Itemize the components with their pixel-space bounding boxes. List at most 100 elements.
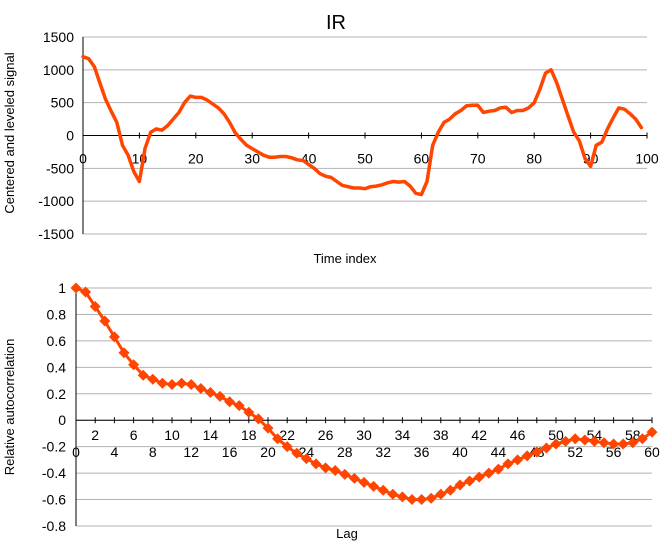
chart-2-data-point bbox=[128, 359, 140, 371]
chart-1-xtick-label: 50 bbox=[357, 151, 373, 167]
chart-2-xlabel: Lag bbox=[336, 526, 358, 541]
chart-2-data-point bbox=[588, 435, 600, 447]
chart-2-xtick-label: 52 bbox=[567, 444, 583, 460]
chart-2-xtick-label: 58 bbox=[625, 427, 641, 443]
chart-2-data-point bbox=[444, 484, 456, 496]
chart-2-data-point bbox=[521, 450, 533, 462]
chart-2-data-point bbox=[636, 433, 648, 445]
chart-2-data-point bbox=[531, 446, 543, 458]
chart-1-series-line bbox=[81, 54, 644, 197]
chart-2-xtick-label: 38 bbox=[433, 427, 449, 443]
chart-2-data-point bbox=[540, 442, 552, 454]
chart-2-ytick-label: -0.4 bbox=[42, 465, 66, 481]
chart-2-data-point bbox=[320, 462, 332, 474]
chart-1-ytick-label: 500 bbox=[51, 95, 75, 111]
chart-2-xtick-label: 44 bbox=[491, 444, 507, 460]
chart-2-data-point bbox=[550, 438, 562, 450]
chart-2-ytick-label: 1 bbox=[58, 280, 66, 296]
chart-2-data-point bbox=[195, 382, 207, 394]
chart-2-xtick-label: 32 bbox=[375, 444, 391, 460]
chart-2-data-point bbox=[502, 458, 514, 470]
chart-2-data-point bbox=[70, 282, 82, 294]
chart-2-xtick-label: 8 bbox=[149, 444, 157, 460]
chart-2-xtick-label: 42 bbox=[471, 427, 487, 443]
chart-1-xtick-label: 100 bbox=[635, 151, 659, 167]
chart-1-xtick-label: 70 bbox=[470, 151, 486, 167]
chart-2-ytick-label: 0.4 bbox=[47, 359, 67, 375]
chart-2-data-point bbox=[214, 390, 226, 402]
chart-1-ytick-label: -1000 bbox=[38, 193, 74, 209]
chart-2-xtick-label: 0 bbox=[72, 444, 80, 460]
chart-1-xtick-label: 20 bbox=[188, 151, 204, 167]
chart-2-data-point bbox=[329, 464, 341, 476]
chart-2-gridlines bbox=[76, 287, 652, 527]
chart-2-data-point bbox=[137, 369, 149, 381]
chart-2-data-point bbox=[627, 437, 639, 449]
chart-2-data-point bbox=[617, 438, 629, 450]
chart-2-data-point bbox=[176, 377, 188, 389]
chart-2-axes bbox=[75, 288, 653, 526]
chart-2-data-point bbox=[224, 396, 236, 408]
chart-2-xtick-label: 54 bbox=[587, 427, 603, 443]
chart-2-xtick-label: 40 bbox=[452, 444, 468, 460]
chart-2-ylabel: Relative autocorrelation bbox=[2, 339, 17, 476]
chart-2-xtick-label: 26 bbox=[318, 427, 334, 443]
chart-2-xtick-label: 4 bbox=[111, 444, 119, 460]
chart-2-data-point bbox=[243, 406, 255, 418]
chart-2-xtick-label: 2 bbox=[91, 427, 99, 443]
chart-2-data-point bbox=[291, 447, 303, 459]
chart-2-data-point bbox=[646, 426, 658, 438]
chart-2-data-point bbox=[348, 472, 360, 484]
chart-2-ytick-label: -0.8 bbox=[42, 518, 66, 534]
chart-2-data-point bbox=[108, 331, 120, 343]
chart-2-xtick-label: 46 bbox=[510, 427, 526, 443]
chart-2-xtick-label: 56 bbox=[606, 444, 622, 460]
chart-1-ytick-label: 1000 bbox=[43, 62, 74, 78]
chart-2-data-point bbox=[569, 433, 581, 445]
chart-2-data-point bbox=[80, 286, 92, 298]
chart-2-data-point bbox=[262, 422, 274, 434]
chart-2-xtick-label: 22 bbox=[279, 427, 295, 443]
chart-2-ytick-label: -0.6 bbox=[42, 492, 66, 508]
chart-2-data-point bbox=[310, 458, 322, 470]
chart-2-data-point bbox=[89, 301, 101, 313]
chart-2-markers bbox=[70, 282, 658, 506]
chart-2-data-point bbox=[272, 433, 284, 445]
chart-2-xtick-label: 12 bbox=[183, 444, 199, 460]
chart-2-data-point bbox=[608, 438, 620, 450]
chart-2-data-point bbox=[435, 488, 447, 500]
chart-2-ytick-label: 0.8 bbox=[47, 306, 67, 322]
chart-2-data-point bbox=[425, 492, 437, 504]
chart-2-xtick-label: 18 bbox=[241, 427, 257, 443]
chart-2-data-point bbox=[416, 494, 428, 506]
chart-2-data-point bbox=[598, 437, 610, 449]
chart-1-series bbox=[81, 54, 644, 197]
chart-2-data-point bbox=[281, 441, 293, 453]
chart-2-data-point bbox=[185, 379, 197, 391]
chart-2-data-point bbox=[118, 347, 130, 359]
chart-2-tick-labels: -0.8-0.6-0.4-0.200.20.40.60.810246810121… bbox=[42, 280, 660, 534]
chart-2-data-point bbox=[156, 377, 168, 389]
chart-1-ytick-label: -500 bbox=[46, 160, 74, 176]
chart-2-data-point bbox=[579, 434, 591, 446]
chart-2-xtick-label: 10 bbox=[164, 427, 180, 443]
chart-1-ylabel: Centered and leveled signal bbox=[2, 52, 17, 213]
chart-1-ytick-label: 1500 bbox=[43, 29, 74, 45]
chart-1-axes bbox=[82, 37, 648, 234]
chart-1-xlabel: Time index bbox=[313, 251, 377, 266]
chart-1-xtick-label: 0 bbox=[79, 151, 87, 167]
chart-2-data-point bbox=[406, 494, 418, 506]
chart-2-data-point bbox=[368, 480, 380, 492]
chart-1-xtick-label: 60 bbox=[414, 151, 430, 167]
chart-2-data-point bbox=[358, 476, 370, 488]
chart-2-data-point bbox=[512, 454, 524, 466]
chart-2-data-point bbox=[464, 475, 476, 487]
chart-2-data-point bbox=[252, 413, 264, 425]
chart-2-xtick-label: 34 bbox=[395, 427, 411, 443]
chart-2-data-point bbox=[387, 488, 399, 500]
chart-2-data-point bbox=[233, 400, 245, 412]
chart-2-xtick-label: 14 bbox=[203, 427, 219, 443]
chart-2-ytick-label: 0.2 bbox=[47, 386, 67, 402]
chart-2-ytick-label: -0.2 bbox=[42, 439, 66, 455]
